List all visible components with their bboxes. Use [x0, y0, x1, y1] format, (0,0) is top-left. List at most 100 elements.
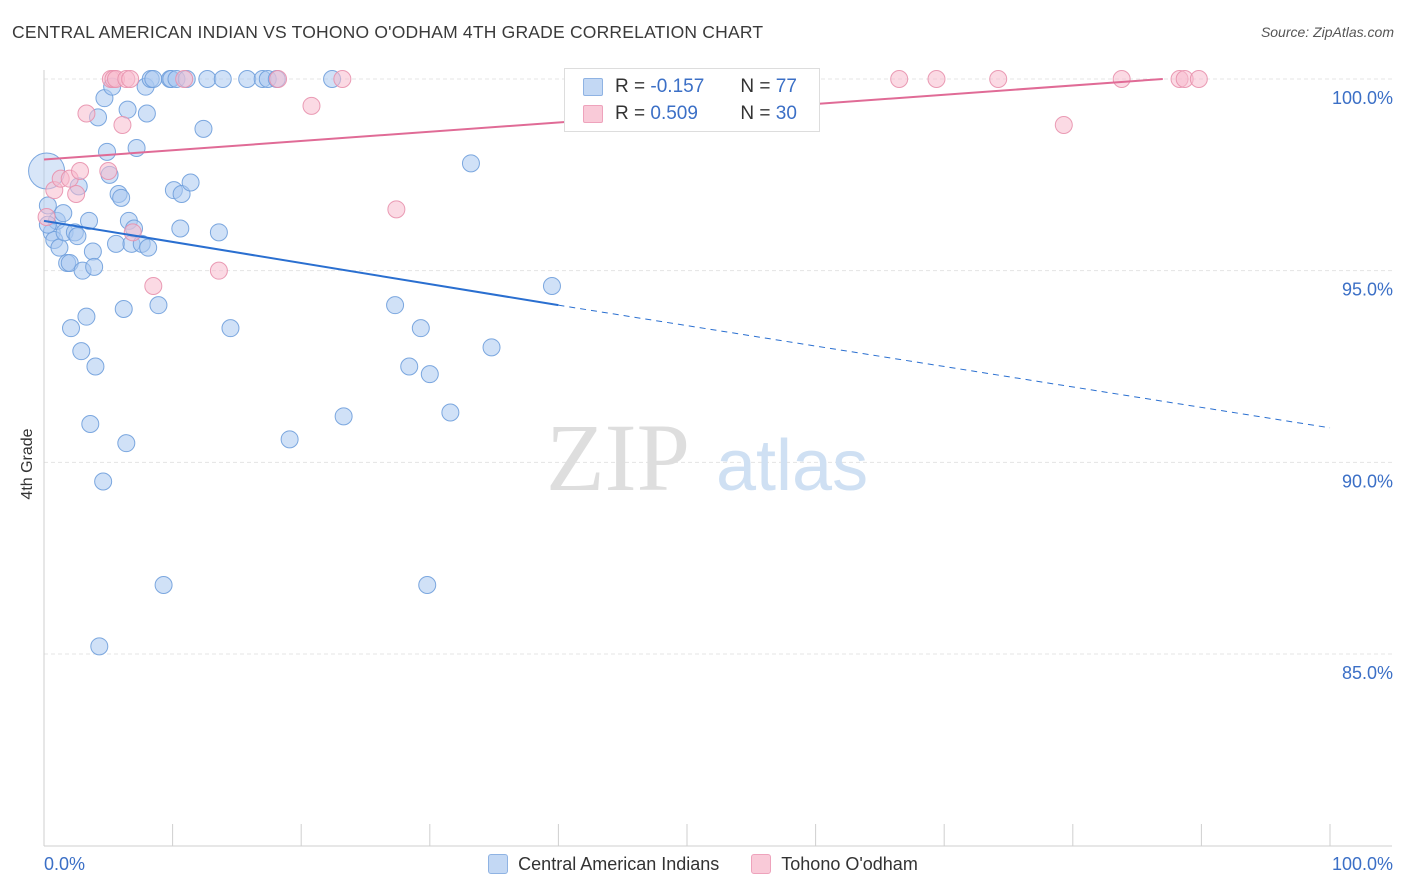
point-tohono: [387, 200, 406, 219]
point-central-american: [68, 227, 87, 246]
point-tohono: [1112, 70, 1131, 88]
point-tohono: [269, 70, 288, 88]
point-tohono: [77, 104, 96, 123]
point-tohono: [113, 116, 132, 134]
source-label: Source: ZipAtlas.com: [1260, 24, 1394, 40]
point-central-american: [112, 188, 131, 207]
point-central-american: [94, 472, 113, 491]
axis-layer: [43, 70, 1392, 847]
point-central-american: [209, 223, 228, 242]
point-central-american: [213, 70, 232, 88]
point-central-american: [81, 415, 100, 433]
legend-item-central-american: Central American Indians: [488, 854, 719, 875]
point-tohono: [302, 96, 321, 115]
point-central-american: [334, 407, 353, 426]
watermark-zip: ZIP: [546, 404, 690, 511]
legend-r-value: -0.157: [650, 76, 705, 97]
legend-swatch-blue: [583, 78, 603, 96]
tick-label-layer: 100.0% 95.0% 90.0% 85.0% 0.0% 100.0%: [44, 88, 1393, 874]
x-tick-label: 0.0%: [44, 854, 85, 874]
watermark-atlas: atlas: [716, 426, 868, 506]
legend-row-tohono: R = 0.509 N = 30: [583, 102, 797, 126]
point-central-american: [54, 204, 73, 223]
y-tick-label: 100.0%: [1332, 88, 1393, 108]
legend-r-label: R =: [615, 76, 646, 97]
legend-series-name: Tohono O'odham: [781, 853, 918, 874]
point-central-american: [418, 576, 437, 594]
point-central-american: [386, 296, 405, 315]
y-axis-label-wrap: 4th Grade: [8, 428, 48, 499]
point-central-american: [400, 357, 419, 376]
y-tick-label: 85.0%: [1342, 663, 1393, 683]
y-tick-label: 95.0%: [1342, 280, 1393, 300]
chart-title: CENTRAL AMERICAN INDIAN VS TOHONO O'ODHA…: [12, 22, 764, 42]
y-axis-label: 4th Grade: [19, 428, 36, 500]
legend-swatch-pink: [583, 105, 603, 123]
point-central-american: [118, 100, 137, 119]
point-central-american: [542, 277, 561, 295]
point-central-american: [85, 257, 104, 276]
point-central-american: [482, 338, 501, 357]
point-central-american: [461, 154, 480, 173]
point-tohono: [144, 277, 163, 295]
legend-n-label: N =: [740, 103, 771, 124]
series-legend: Central American Indians Tohono O'odham: [0, 852, 1406, 876]
legend-n-label: N =: [740, 76, 771, 97]
point-central-american: [86, 357, 105, 376]
point-central-american: [420, 365, 439, 384]
legend-n-value: 30: [775, 103, 797, 124]
point-tohono: [927, 70, 946, 88]
point-central-american: [114, 300, 133, 318]
legend-swatch-pink: [751, 854, 772, 874]
legend-item-tohono: Tohono O'odham: [751, 854, 918, 875]
point-central-american: [238, 70, 257, 88]
point-central-american: [181, 173, 200, 192]
point-central-american: [441, 403, 460, 422]
legend-r-label: R =: [615, 103, 646, 124]
watermark: ZIP atlas: [546, 404, 868, 511]
point-central-american: [171, 219, 190, 238]
point-central-american: [280, 430, 299, 449]
point-central-american: [83, 242, 102, 261]
point-central-american: [221, 319, 240, 338]
grid-layer: [44, 78, 1392, 655]
point-central-american: [154, 576, 173, 594]
point-tohono: [209, 261, 228, 280]
legend-n-value: 77: [775, 76, 797, 97]
point-tohono: [989, 70, 1008, 88]
legend-swatch-blue: [488, 854, 509, 874]
point-central-american: [198, 70, 217, 88]
point-central-american: [50, 238, 69, 257]
point-central-american: [137, 104, 156, 123]
trend-line-central-american: [43, 219, 559, 307]
point-tohono: [333, 70, 352, 88]
point-central-american: [144, 70, 163, 88]
point-central-american: [117, 434, 136, 453]
point-central-american: [62, 319, 81, 338]
point-central-american: [80, 211, 99, 230]
legend-series-name: Central American Indians: [518, 853, 720, 874]
point-central-american: [72, 342, 91, 361]
points-layer: [28, 70, 1208, 656]
point-tohono: [175, 70, 194, 88]
point-tohono: [71, 162, 90, 180]
point-tohono: [121, 70, 140, 88]
point-tohono: [1189, 70, 1208, 88]
point-central-american: [107, 234, 126, 253]
point-tohono: [99, 162, 118, 180]
point-central-american: [139, 238, 158, 257]
point-central-american: [149, 296, 168, 315]
point-central-american: [194, 119, 213, 138]
point-central-american: [98, 142, 117, 161]
legend-row-central-american: R = -0.157 N = 77: [583, 75, 797, 99]
point-tohono: [67, 185, 86, 203]
point-central-american: [90, 637, 109, 656]
legend-r-value: 0.509: [650, 103, 698, 124]
point-central-american: [77, 307, 96, 326]
x-tick-label: 100.0%: [1332, 854, 1393, 874]
y-tick-label: 90.0%: [1342, 471, 1393, 491]
point-tohono: [890, 70, 909, 88]
stats-legend: R = -0.157 N = 77 R = 0.509 N = 30: [564, 68, 820, 132]
point-tohono: [123, 223, 142, 242]
